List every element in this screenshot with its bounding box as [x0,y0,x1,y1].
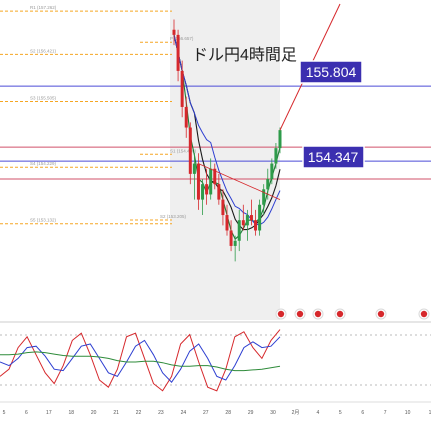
x-tick-label: 30 [270,410,276,416]
oscillator-line [0,336,281,383]
shaded-region [170,0,280,320]
candle-body [172,29,176,35]
candle-body [270,163,274,180]
x-tick-label: 1 [429,410,431,416]
candle-body [196,163,200,200]
x-tick-label: 27 [203,410,209,416]
event-flag-dot [377,310,385,318]
x-tick-label: 21 [113,410,119,416]
candle-body [266,179,270,190]
event-icons[interactable] [275,308,430,320]
event-flag-dot [314,310,322,318]
event-flag-icon[interactable] [312,308,324,320]
event-flag-icon[interactable] [375,308,387,320]
x-tick-label: 20 [91,410,97,416]
candle-body [221,199,225,216]
x-tick-label: 5 [3,410,6,416]
level-label: S2 (153.205) [160,214,187,219]
candle-body [241,220,245,226]
event-flag-dot [336,310,344,318]
candle-body [245,215,249,226]
candle-body [217,184,221,200]
x-tick-label: 29 [248,410,254,416]
event-flag-icon[interactable] [275,308,287,320]
event-flag-dot [277,310,285,318]
level-label: P (156.657) [170,36,194,41]
event-flag-dot [420,310,428,318]
x-tick-label: 17 [46,410,52,416]
candle-body [205,184,209,195]
candle-body [213,168,217,185]
candle-body [176,34,180,71]
event-flag-icon[interactable] [334,308,346,320]
level-label: S5 (153.132) [30,218,57,223]
level-label: S2 (156.421) [30,48,57,53]
level-label: S4 (154.229) [30,161,57,166]
x-tick-label: 6 [25,410,28,416]
event-flag-dot [296,310,304,318]
candle-body [229,230,233,246]
trend-line-lower[interactable] [198,163,281,200]
candle-body [201,184,205,200]
x-tick-label: 5 [339,410,342,416]
x-axis-ticks: 5 6 17 18 20 21 22 23 24 27 28 29 30 2月 4 5 6 7 10 1 [3,410,431,416]
candle-body [262,189,266,205]
candle-body [184,106,188,128]
x-tick-label: 28 [225,410,231,416]
price-callout-lower-text: 154.347 [308,149,359,165]
candle-body [180,70,184,107]
x-tick-label: 23 [158,410,164,416]
candle-body [188,127,192,174]
candle-body [237,220,241,241]
candle-body [258,204,262,231]
price-callout-upper: 155.804 [299,60,363,84]
oscillator-line [0,351,281,372]
candle-body [225,215,229,231]
level-label: R1 (157.262) [30,5,57,10]
x-tick-label: 6 [361,410,364,416]
level-label: S1 (154.480) [170,148,197,153]
x-tick-label: 10 [405,410,411,416]
candle-body [274,148,278,164]
price-callout-lower: 154.347 [302,145,365,169]
candle-body [209,168,213,195]
x-tick-label: 22 [136,410,142,416]
candle-body [249,215,253,221]
moving-average-line [173,34,281,226]
x-tick-label: 18 [68,410,74,416]
event-flag-icon[interactable] [294,308,306,320]
oscillator-line [0,329,281,392]
price-callout-upper-text: 155.804 [306,64,357,80]
candle-body [233,240,237,246]
x-tick-label: 4 [317,410,320,416]
x-tick-label: 2月 [292,410,300,416]
oscillator [0,329,281,392]
level-label: S3 (155.505) [30,96,57,101]
candles [172,19,282,262]
x-tick-label: 24 [181,410,187,416]
level-lines: R1 (157.262) P (156.657) S2 (156.421) S3 (1… [0,5,197,225]
candle-body [254,220,258,231]
chart-title: ドル円4時間足 [192,46,297,64]
candle-body [278,130,282,149]
candle-body [192,163,196,174]
event-flag-icon[interactable] [418,308,430,320]
x-tick-label: 7 [384,410,387,416]
